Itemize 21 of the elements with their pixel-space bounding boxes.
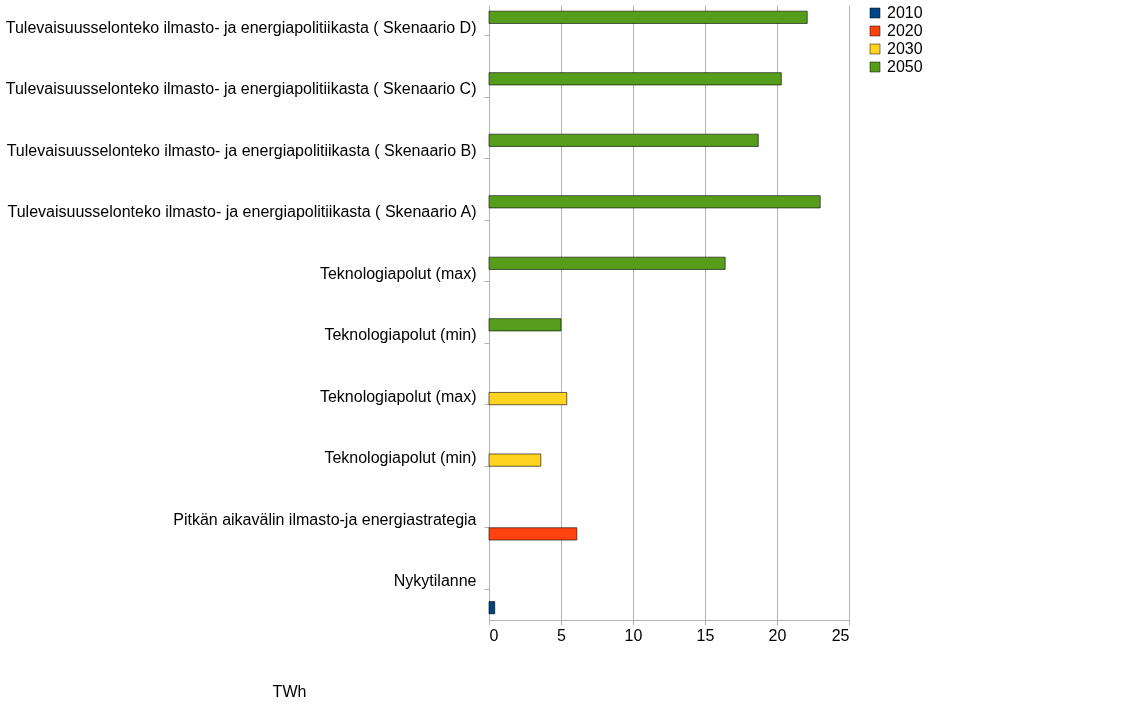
y-tick-label: Nykytilanne	[393, 572, 477, 590]
y-tick-label: Tulevaisuusselonteko ilmasto- ja energiapolitiikasta ( Skenaario B)	[6, 141, 477, 159]
legend-label: 2020	[887, 22, 923, 39]
legend-label: 2050	[887, 58, 923, 75]
x-tick-label: 5	[557, 626, 567, 644]
y-tick-label: Tulevaisuusselonteko ilmasto- ja energiapolitiikasta ( Skenaario C)	[5, 80, 477, 98]
y-tick-label: Tulevaisuusselonteko ilmasto- ja energiapolitiikasta ( Skenaario A)	[7, 203, 477, 221]
y-tick-label: Pitkän aikavälin ilmasto-ja energiastrategia	[173, 510, 477, 528]
x-tick-label: 20	[768, 626, 787, 644]
y-tick-label: Teknologiapolut (min)	[324, 449, 477, 467]
legend-label: 2030	[887, 40, 923, 57]
legend-label: 2010	[887, 4, 923, 21]
y-tick-label: Teknologiapolut (max)	[319, 264, 477, 282]
x-axis-title: TWh	[272, 682, 307, 700]
x-tick-label: 25	[831, 626, 850, 644]
y-tick-label: Teknologiapolut (max)	[319, 387, 477, 405]
x-tick-label: 0	[489, 626, 499, 644]
y-tick-label: Tulevaisuusselonteko ilmasto- ja energiapolitiikasta ( Skenaario D)	[5, 18, 477, 36]
x-tick-label: 10	[624, 626, 643, 644]
y-tick-label: Teknologiapolut (min)	[324, 326, 477, 344]
x-tick-label: 15	[696, 626, 715, 644]
